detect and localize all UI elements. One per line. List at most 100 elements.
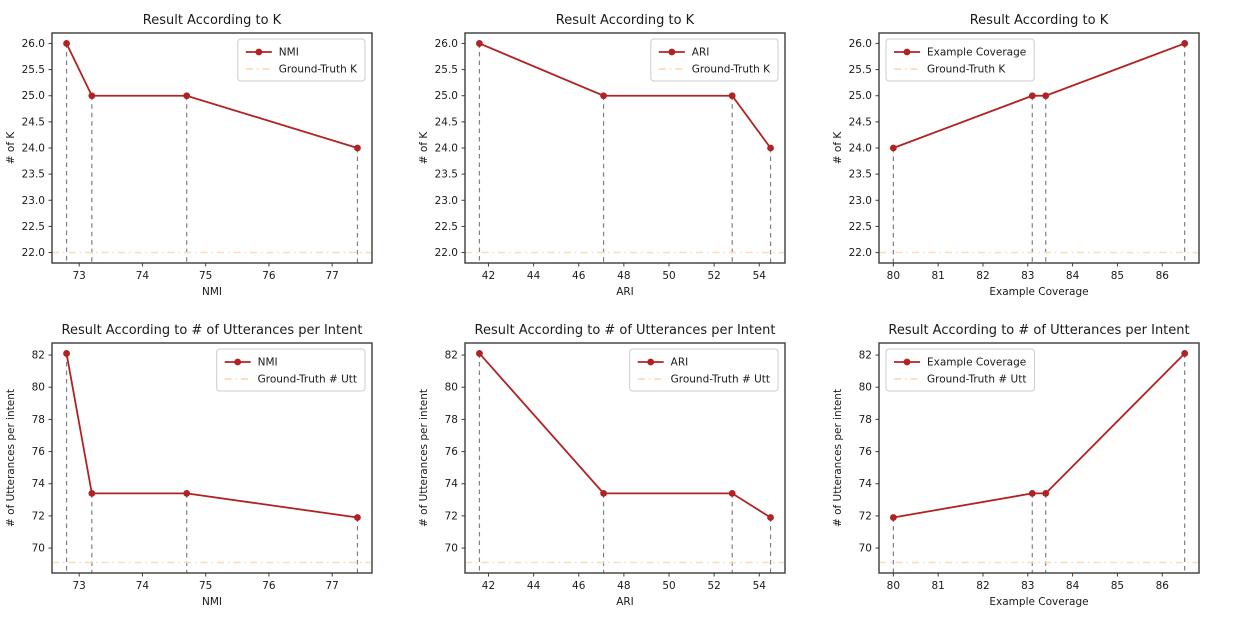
y-tick-label: 26.0	[22, 38, 45, 50]
y-tick-label: 23.0	[22, 195, 45, 207]
y-tick-label: 23.0	[848, 195, 871, 207]
y-axis-label: # of Utterances per intent	[418, 389, 430, 527]
y-tick-label: 80	[445, 382, 458, 394]
series-line	[65, 353, 358, 519]
data-point	[1180, 40, 1188, 47]
chart-svg: 80 81 82 83 84 85 86 70 72 74 76 78 80 82 Result Accor…	[832, 323, 1200, 608]
y-tick-label: 23.0	[435, 195, 458, 207]
legend-marker	[668, 48, 676, 56]
x-tick-label: 50	[663, 580, 676, 592]
y-tick-label: 70	[32, 543, 45, 555]
y-axis-label: # of K	[832, 131, 844, 165]
y-tick-label: 82	[32, 350, 45, 362]
y-tick-label: 80	[32, 382, 45, 394]
x-tick-label: 84	[1066, 580, 1080, 592]
data-point	[354, 144, 361, 152]
y-axis-label: # of Utterances per intent	[5, 389, 17, 527]
chart-panel-utt-vs-ari: 42 44 46 48 50 52 54 70 72 74 76 78 80 82 Result Accor…	[413, 310, 826, 620]
y-tick-label: 25.5	[848, 64, 871, 76]
legend-label: Ground-Truth K	[927, 64, 1006, 76]
x-tick-label: 81	[931, 580, 944, 592]
data-point	[1180, 350, 1188, 357]
x-tick-label: 48	[618, 580, 631, 592]
legend-label: Ground-Truth K	[279, 63, 358, 75]
x-tick-label: 50	[663, 270, 676, 282]
y-tick-label: 26.0	[848, 38, 871, 50]
chart-title: Result According to K	[556, 13, 695, 28]
y-tick-label: 24.5	[435, 116, 458, 128]
y-axis-label: # of Utterances per intent	[832, 389, 844, 527]
x-tick-label: 86	[1155, 580, 1169, 592]
chart-svg: 80 81 82 83 84 85 86 22.0 22.5 23.0 23.5 24.0 24.5 25…	[832, 13, 1200, 298]
legend-box	[885, 348, 1035, 392]
x-tick-label: 75	[199, 580, 212, 592]
y-tick-label: 24.5	[848, 116, 871, 128]
chart-panel-utt-vs-nmi: 73 74 75 76 77 70 72 74 76 78 80 82 Result According…	[0, 310, 413, 620]
y-tick-label: 76	[445, 446, 459, 458]
y-tick-label: 76	[858, 446, 872, 458]
legend-box	[650, 38, 779, 82]
chart-svg: 42 44 46 48 50 52 54 70 72 74 76 78 80 82 Result Accor…	[418, 323, 787, 608]
data-point	[729, 489, 736, 497]
axes-frame	[877, 342, 1200, 574]
legend-marker	[903, 358, 911, 366]
legend-marker	[647, 358, 655, 366]
y-tick-label: 82	[858, 350, 871, 362]
data-point	[63, 40, 70, 47]
data-point	[889, 514, 897, 521]
y-tick-label: 78	[445, 414, 458, 426]
x-tick-label: 48	[618, 270, 631, 282]
data-point	[183, 489, 191, 497]
y-axis-label: # of K	[418, 131, 430, 165]
legend-box	[216, 348, 366, 392]
y-tick-label: 22.0	[848, 247, 871, 259]
x-tick-label: 42	[482, 580, 495, 592]
data-point	[476, 350, 484, 357]
legend-label: Ground-Truth # Utt	[258, 373, 357, 385]
data-point	[729, 92, 736, 100]
y-tick-label: 23.5	[22, 169, 45, 181]
y-tick-label: 25.0	[435, 90, 458, 102]
series-line	[479, 352, 772, 519]
chart-title: Result According to # of Utterances per …	[62, 323, 363, 338]
data-point	[1041, 489, 1049, 497]
y-axis-label: # of K	[5, 131, 17, 165]
y-tick-label: 23.5	[848, 169, 871, 181]
x-tick-label: 86	[1155, 270, 1169, 282]
legend: Example Coverage Ground-Truth K	[885, 38, 1035, 82]
chart-svg: 73 74 75 76 77 70 72 74 76 78 80 82 Result According…	[5, 323, 373, 608]
legend-marker	[255, 48, 263, 56]
x-tick-label: 46	[572, 580, 586, 592]
x-tick-label: 54	[753, 270, 767, 282]
data-point	[354, 514, 361, 521]
x-axis-label: Example Coverage	[989, 286, 1088, 298]
x-tick-label: 44	[527, 580, 541, 592]
data-point	[63, 350, 70, 357]
series-line	[479, 42, 772, 149]
axes-frame	[464, 342, 787, 574]
legend-label: ARI	[692, 46, 710, 58]
x-axis-label: ARI	[617, 596, 635, 608]
chart-svg: 73 74 75 76 77 22.0 22.5 23.0 23.5 24.0 24.5 25.0 25…	[5, 13, 373, 298]
x-tick-label: 77	[325, 270, 338, 282]
legend-label: Example Coverage	[927, 357, 1026, 369]
y-tick-label: 70	[858, 543, 871, 555]
x-tick-label: 82	[976, 580, 989, 592]
x-tick-label: 54	[753, 580, 767, 592]
legend-label: Example Coverage	[927, 47, 1026, 59]
x-tick-label: 74	[136, 270, 150, 282]
y-tick-label: 72	[32, 510, 45, 522]
y-tick-label: 78	[32, 414, 45, 426]
y-tick-label: 26.0	[435, 38, 458, 50]
chart-svg: 42 44 46 48 50 52 54 22.0 22.5 23.0 23.5 24.0 24.5 25…	[418, 13, 787, 298]
legend-box	[629, 348, 779, 392]
x-tick-label: 83	[1021, 580, 1034, 592]
chart-title: Result According to K	[143, 13, 282, 28]
chart-panel-k-vs-ari: 42 44 46 48 50 52 54 22.0 22.5 23.0 23.5 24.0 24.5 25…	[413, 0, 826, 310]
x-axis-label: NMI	[202, 596, 222, 608]
y-tick-label: 22.0	[22, 247, 45, 259]
legend: ARI Ground-Truth K	[650, 38, 779, 82]
x-axis-label: Example Coverage	[989, 596, 1088, 608]
y-tick-label: 25.5	[22, 64, 45, 76]
